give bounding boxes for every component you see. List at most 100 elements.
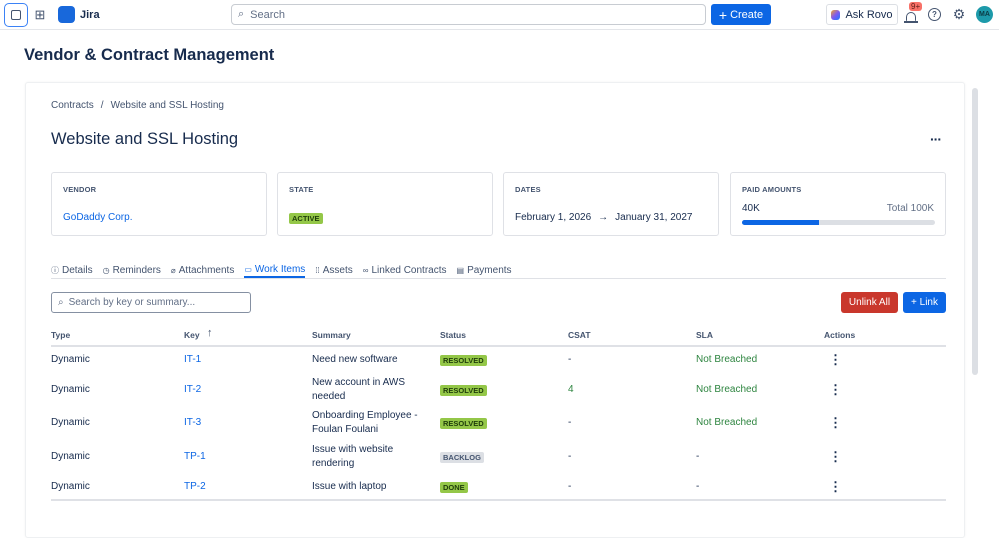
tab-icon: ⁞⁞	[315, 265, 320, 275]
sla-cell: -	[696, 481, 700, 492]
sla-cell: Not Breached	[696, 354, 758, 365]
search-icon: ⌕	[238, 8, 245, 20]
tab-payments[interactable]: ▤ Payments	[457, 262, 512, 278]
column-header-summary[interactable]: Summary	[312, 330, 351, 340]
tab-linked-contracts[interactable]: ∞ Linked Contracts	[363, 262, 447, 278]
arrow-right-icon: →	[598, 212, 609, 223]
state-card: STATE ACTIVE	[277, 172, 493, 236]
vertical-ellipsis-icon: ⋮	[829, 415, 842, 430]
vertical-ellipsis-icon: ⋮	[829, 479, 842, 494]
tab-details[interactable]: ⓘ Details	[51, 262, 93, 278]
more-actions-button[interactable]: ···	[930, 131, 942, 147]
column-header-key[interactable]: Key	[184, 330, 200, 340]
vertical-ellipsis-icon: ⋮	[829, 382, 842, 397]
row-actions-button[interactable]: ⋮	[829, 449, 842, 465]
tab-label: Details	[62, 264, 93, 276]
summary-text: Issue with laptop	[312, 481, 387, 492]
paid-amount: 40K	[742, 203, 760, 214]
ask-rovo-button[interactable]: Ask Rovo	[826, 4, 898, 25]
create-label: Create	[730, 8, 764, 21]
jira-logo[interactable]: Jira	[58, 6, 100, 23]
create-button[interactable]: + Create	[711, 4, 771, 25]
status-lozenge: DONE	[440, 482, 468, 493]
app-name: Jira	[80, 8, 100, 21]
tab-icon: ∞	[362, 265, 369, 275]
column-header-status[interactable]: Status	[440, 330, 466, 340]
type-cell: Dynamic	[51, 417, 90, 428]
work-item-search-input[interactable]: ⌕ Search by key or summary...	[51, 292, 251, 313]
link-button[interactable]: + Link	[903, 292, 946, 313]
paid-label: PAID AMOUNTS	[742, 185, 802, 194]
tab-label: Payments	[467, 264, 512, 276]
tab-label: Work Items	[254, 263, 306, 275]
tab-label: Attachments	[178, 264, 235, 276]
summary-cell: Issue with laptop	[312, 473, 432, 501]
sidebar-toggle-button[interactable]	[4, 3, 28, 27]
contract-panel	[25, 82, 965, 538]
help-button[interactable]: ?	[928, 8, 941, 21]
csat-cell: -	[568, 354, 572, 365]
sla-cell: Not Breached	[696, 417, 758, 428]
header-divider	[51, 345, 946, 347]
tab-icon: ▤	[456, 265, 465, 275]
key-link[interactable]: IT-3	[184, 417, 202, 428]
tab-attachments[interactable]: ⌀ Attachments	[171, 262, 234, 278]
key-link[interactable]: TP-2	[184, 481, 206, 492]
vertical-ellipsis-icon: ⋮	[829, 449, 842, 464]
column-header-type[interactable]: Type	[51, 330, 71, 340]
settings-button[interactable]: ⚙	[951, 6, 967, 22]
tab-assets[interactable]: ⁞⁞ Assets	[315, 262, 352, 278]
column-header-sla[interactable]: SLA	[696, 330, 713, 340]
tab-bar: ⓘ Details ◷ Reminders ⌀ Attachments ▭ Work Item…	[51, 262, 946, 279]
tab-icon: ⌀	[170, 265, 176, 275]
paid-amounts-card: PAID AMOUNTS 40K Total 100K	[730, 172, 946, 236]
app-switcher-button[interactable]: ⊞	[32, 7, 48, 23]
column-header-csat[interactable]: CSAT	[568, 330, 591, 340]
sla-cell: -	[696, 451, 700, 462]
type-cell: Dynamic	[51, 354, 90, 365]
unlink-all-button[interactable]: Unlink All	[841, 292, 898, 313]
contract-title: Website and SSL Hosting	[51, 130, 239, 148]
row-actions-button[interactable]: ⋮	[829, 479, 842, 495]
rovo-icon	[831, 9, 841, 20]
search-icon: ⌕	[58, 297, 64, 308]
vendor-card: VENDOR GoDaddy Corp.	[51, 172, 267, 236]
csat-cell: -	[568, 451, 572, 462]
ask-rovo-label: Ask Rovo	[845, 8, 893, 21]
sort-ascending-icon[interactable]: ↑	[207, 327, 213, 339]
page-title: Vendor & Contract Management	[24, 46, 275, 64]
row-actions-button[interactable]: ⋮	[829, 382, 842, 398]
summary-text: Issue with website rendering	[312, 444, 394, 469]
search-placeholder: Search	[250, 8, 286, 21]
summary-cell: Issue with website rendering	[312, 443, 432, 471]
key-link[interactable]: IT-1	[184, 354, 202, 365]
vendor-label: VENDOR	[63, 185, 97, 194]
search-placeholder: Search by key or summary...	[68, 297, 196, 308]
column-header-actions: Actions	[824, 330, 856, 340]
summary-cell: New account in AWS needed	[312, 376, 432, 404]
global-search-input[interactable]: ⌕ Search	[231, 4, 706, 25]
key-link[interactable]: IT-2	[184, 384, 202, 395]
notifications-button[interactable]	[904, 9, 918, 23]
breadcrumb-current[interactable]: Website and SSL Hosting	[110, 100, 224, 111]
row-actions-button[interactable]: ⋮	[829, 352, 842, 368]
tab-work-items[interactable]: ▭ Work Items	[244, 262, 306, 278]
csat-cell: 4	[568, 384, 574, 395]
row-actions-button[interactable]: ⋮	[829, 415, 842, 431]
status-lozenge: RESOLVED	[440, 355, 487, 366]
tab-icon: ◷	[102, 265, 110, 275]
tab-reminders[interactable]: ◷ Reminders	[103, 262, 161, 278]
notification-badge: 9+	[909, 2, 923, 11]
help-icon: ?	[932, 10, 937, 19]
scrollbar[interactable]	[972, 88, 978, 375]
key-link[interactable]: TP-1	[184, 451, 206, 462]
sla-cell: Not Breached	[696, 384, 758, 395]
vertical-ellipsis-icon: ⋮	[829, 352, 842, 367]
plus-icon: +	[718, 6, 728, 23]
jira-icon	[58, 6, 75, 23]
vendor-link[interactable]: GoDaddy Corp.	[63, 212, 133, 223]
avatar[interactable]: MA	[976, 6, 993, 23]
date-range: February 1, 2026 → January 31, 2027	[515, 212, 692, 223]
breadcrumb-separator: /	[100, 100, 104, 111]
breadcrumb-contracts[interactable]: Contracts	[51, 100, 94, 111]
